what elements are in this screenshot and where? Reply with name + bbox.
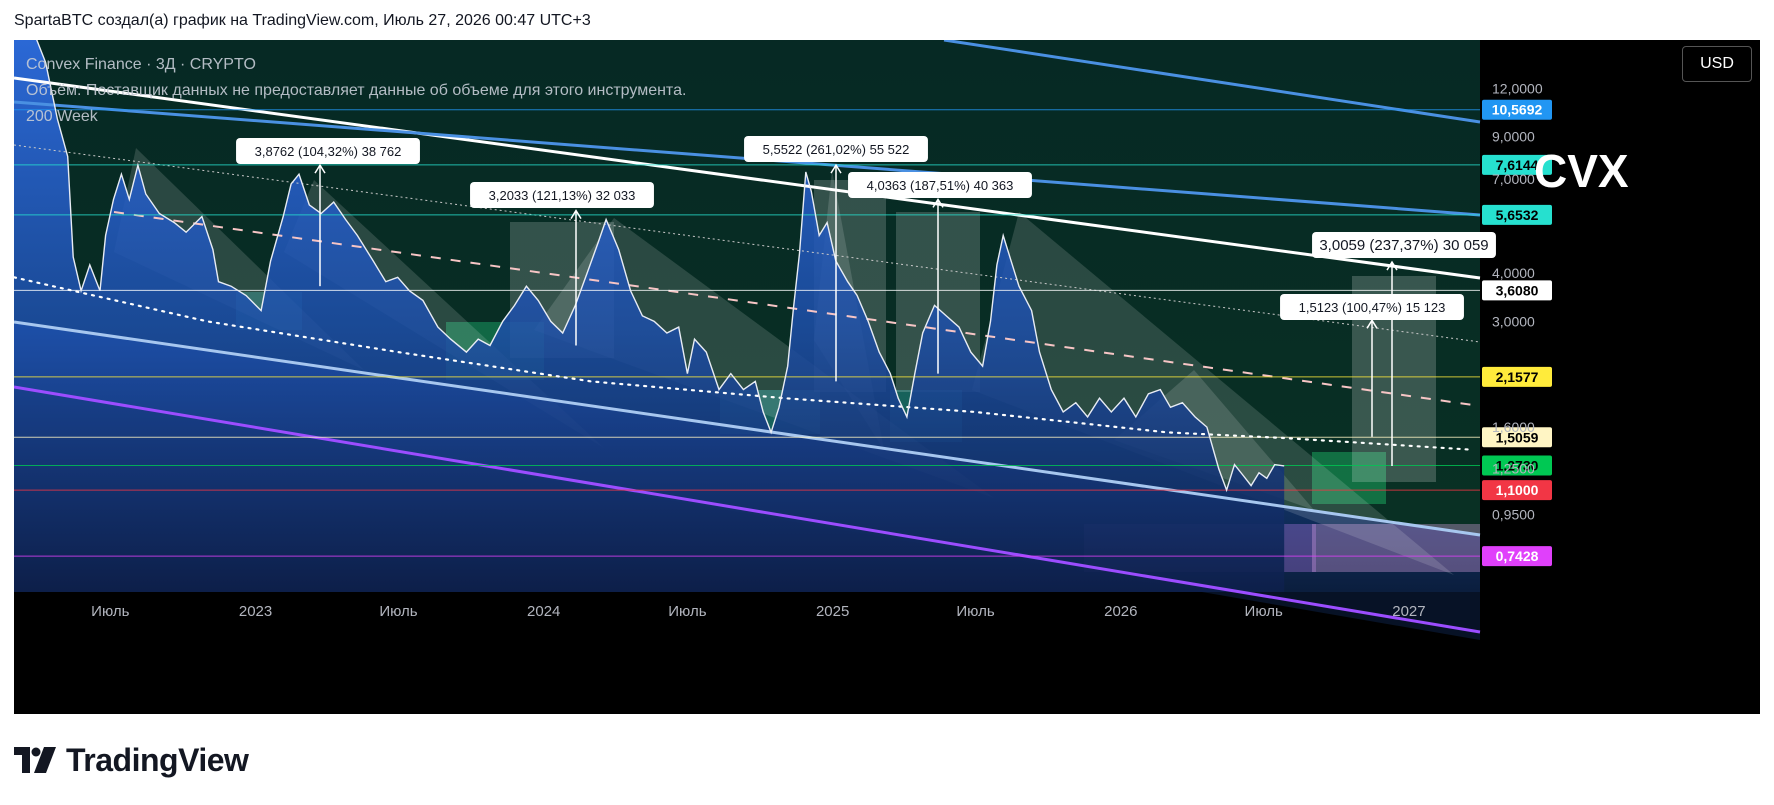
legend-volume: Объём: Поставщик данных не предоставляет…	[26, 82, 687, 99]
price-line	[36, 40, 1285, 493]
dotted-trendline	[14, 144, 1481, 343]
footer-logo[interactable]: TradingView	[14, 740, 249, 780]
x-tick-label: Июль	[668, 603, 706, 620]
x-tick-label: 2026	[1104, 603, 1137, 620]
price-level-label: 1,2730	[1496, 458, 1539, 474]
y-tick-label: 1,6000	[1492, 419, 1535, 435]
price-level-tag	[1482, 546, 1552, 567]
price-level-tag	[1482, 154, 1552, 175]
legend-symbol[interactable]: Convex Finance · 3Д · CRYPTO	[26, 56, 256, 73]
measure-label-box	[236, 138, 420, 164]
zone-rect	[1312, 452, 1386, 504]
measure-arrow-head	[1366, 318, 1378, 329]
price-level-label: 0,7428	[1496, 548, 1539, 564]
y-tick-label: 1,2500	[1492, 461, 1535, 477]
measure-label-box	[470, 182, 654, 208]
measure-label: 3,8762 (104,32%) 38 762	[255, 144, 402, 159]
measure-arrow-head	[1386, 260, 1398, 271]
measure-label-box	[1312, 232, 1496, 258]
price-level-label: 2,1577	[1496, 369, 1539, 385]
measure-label-box	[1280, 294, 1464, 320]
legend-panel: Convex Finance · 3Д · CRYPTO Объём: Пост…	[26, 52, 686, 130]
x-tick-label: Июль	[379, 603, 417, 620]
chart-attribution: SpartaBTC создал(а) график на TradingVie…	[14, 12, 591, 29]
price-level-tag	[1482, 427, 1552, 448]
price-level-label: 1,5059	[1496, 429, 1539, 445]
measure-arrow-head	[932, 197, 944, 208]
price-level-tag	[1482, 204, 1552, 225]
measure-arrow-head	[314, 163, 326, 174]
x-tick-label: Июль	[1245, 603, 1283, 620]
price-level-tag	[1482, 280, 1552, 301]
price-level-label: 3,6080	[1496, 282, 1539, 298]
x-tick-label: 2027	[1392, 603, 1425, 620]
tradingview-logo-icon	[14, 747, 56, 773]
measure-arrow-head	[830, 163, 842, 174]
price-level-tag	[1482, 480, 1552, 501]
price-chart[interactable]: 3,8762 (104,32%) 38 762 3,2033 (121,13%) …	[14, 40, 1760, 714]
x-tick-label: 2024	[527, 603, 560, 620]
x-tick-label: 2025	[816, 603, 849, 620]
x-tick-label: Июль	[956, 603, 994, 620]
measure-label: 4,0363 (187,51%) 40 363	[867, 178, 1014, 193]
measure-label: 5,5522 (261,02%) 55 522	[763, 142, 910, 157]
y-tick-label: 3,0000	[1492, 313, 1535, 329]
x-tick-label: Июль	[91, 603, 129, 620]
chart-area[interactable]: 3,8762 (104,32%) 38 762 3,2033 (121,13%) …	[14, 40, 1760, 714]
legend-ma[interactable]: 200 Week	[26, 108, 98, 125]
currency-button[interactable]: USD	[1682, 46, 1752, 82]
price-level-label: 1,1000	[1496, 482, 1539, 498]
ticker-label: CVX	[1534, 145, 1629, 197]
lower-channel-line	[14, 385, 1481, 634]
price-area	[14, 40, 1285, 592]
y-tick-label: 0,9500	[1492, 507, 1535, 523]
price-level-tag	[1482, 455, 1552, 476]
price-level-label: 7,6144	[1496, 157, 1539, 173]
price-level-tag	[1482, 99, 1552, 120]
measure-label-box	[744, 136, 928, 162]
y-tick-label: 7,0000	[1492, 171, 1535, 187]
measure-label: 1,5123 (100,47%) 15 123	[1299, 300, 1446, 315]
measure-label: 3,2033 (121,13%) 32 033	[489, 188, 636, 203]
measure-label-box	[848, 172, 1032, 198]
price-level-label: 10,5692	[1492, 102, 1543, 118]
y-tick-label: 12,0000	[1492, 80, 1543, 96]
price-level-tag	[1482, 366, 1552, 387]
upper-channel-line	[943, 40, 1481, 124]
dashed-mid-trendline	[113, 211, 1481, 407]
x-tick-label: 2023	[239, 603, 272, 620]
measure-label: 3,0059 (237,37%) 30 059	[1319, 237, 1488, 254]
y-tick-label: 4,0000	[1492, 265, 1535, 281]
price-level-label: 5,6532	[1496, 207, 1539, 223]
measure-arrow-head	[570, 209, 582, 219]
support-trendline	[14, 320, 1481, 537]
tradingview-logo-text: TradingView	[66, 741, 249, 778]
pattern-triangle	[972, 212, 1454, 575]
resistance-trendline	[14, 76, 1481, 280]
y-tick-label: 9,0000	[1492, 129, 1535, 145]
